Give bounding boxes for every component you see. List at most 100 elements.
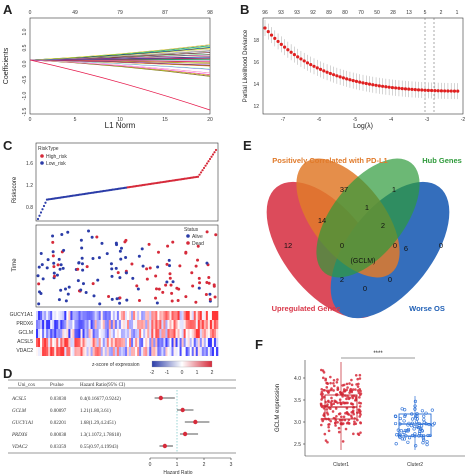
panel-d-forest-plot: Uni_cox Pvalue Hazard Ratio(95% CI) ACSL… [8,379,236,476]
cluster2-point [428,433,432,438]
heatmap-cell [44,320,47,329]
panel-a-top-tick: 87 [162,10,168,16]
heatmap-cell [157,329,160,338]
panel-label-b: B [240,2,250,17]
deviance-point [439,89,443,93]
venn-count-up-os: 0 [363,284,367,293]
time-point [95,235,99,239]
heatmap-cell [86,347,89,356]
heatmap-cell [74,338,77,347]
heatmap-cell [139,329,142,338]
heatmap-cell [122,329,126,338]
venn-count-pdl1-hub-os: 0 [393,241,397,250]
heatmap-cell [82,329,85,338]
time-point [166,244,170,248]
heatmap-cell [48,329,51,338]
heatmap-cell [84,320,87,329]
panel-a-xlabel: L1 Norm [105,121,136,130]
forest-gene: GCLM [12,409,27,414]
heatmap-cell [169,311,172,320]
time-point [52,261,56,265]
time-point [184,295,188,299]
time-point [171,240,175,244]
riskscore-point [201,169,204,172]
coefficient-path [29,59,211,74]
panel-b-top-tick: 5 [424,10,427,16]
zscore-gradient [151,360,213,368]
heatmap-cell [52,320,55,329]
heatmap-cell [203,311,207,320]
legend-alive: Alive [192,234,203,240]
heatmap-cell [197,329,201,338]
time-point [119,246,123,250]
heatmap-cell [155,338,158,347]
deviance-point [456,89,460,93]
heatmap-cell [181,329,184,338]
cluster1-point [343,389,347,393]
time-point [36,274,40,278]
heatmap-cell [183,338,186,347]
deviance-point [338,75,342,79]
heatmap-cell [76,338,79,347]
panel-b-y-tick: 14 [253,82,259,88]
heatmap-cell [64,338,67,347]
time-point [141,264,145,268]
time-point [154,296,158,300]
riskscore-point [38,214,41,217]
heatmap-cell [135,329,138,338]
cluster1-point [336,386,340,390]
heatmap-cell [40,320,43,329]
cluster2-point [422,414,426,418]
heatmap-cell [191,347,195,356]
heatmap-cell [137,338,140,347]
panel-c-legend2-title: Status [184,227,199,233]
heatmap-cell [40,329,43,338]
panel-a-coefficient-paths [29,44,211,111]
heatmap-cell [171,347,174,356]
cluster1-point [337,412,341,416]
heatmap-cell [173,338,176,347]
panel-a-y-tick: -1.0 [22,91,28,100]
time-point [165,280,169,284]
time-point [137,254,141,258]
heatmap-cell [179,320,182,329]
cluster1-point [320,388,324,391]
heatmap-cell [139,347,142,356]
panel-b-top-tick: 96 [262,10,268,16]
riskscore-point [199,171,203,174]
heatmap-cell [199,320,203,329]
heatmap-cell [118,311,122,320]
panel-a-x-tick: 10 [117,117,123,123]
panel-c-riskscore-points [36,148,218,221]
heatmap-cell [211,320,215,329]
heatmap-cell [153,347,156,356]
cluster1-point [341,401,345,404]
heatmap-cell [149,320,152,329]
heatmap-cell [211,347,215,356]
heatmap-cell [58,329,61,338]
cluster2-point [412,427,416,431]
time-point [51,250,55,254]
cluster1-point [330,403,333,406]
deviance-point [286,48,290,52]
cluster1-point [341,440,345,443]
time-point [66,292,70,296]
heatmap-cell [68,347,71,356]
cluster1-point [319,403,323,406]
forest-header-p: Pvalue [50,383,64,388]
time-point [84,290,88,294]
heatmap-cell [205,320,209,329]
panel-b-deviance: 96 93 93 92 89 80 70 50 28 13 5 2 1 -7 -6 -5 -4 -3 -2 121… [243,10,465,130]
heatmap-cell [181,338,184,347]
heatmap-cell [175,320,178,329]
heatmap-cell [155,320,158,329]
cluster1-point [356,385,360,388]
cluster1-point [345,382,349,386]
time-point [136,287,140,291]
panel-b-top-tick: 1 [456,10,459,16]
cluster1-point [321,376,325,380]
panel-a-y-tick: 0.5 [22,44,28,51]
forest-header-gene: Uni_cox [18,383,36,388]
time-point [57,257,61,261]
heatmap-cell [193,311,197,320]
